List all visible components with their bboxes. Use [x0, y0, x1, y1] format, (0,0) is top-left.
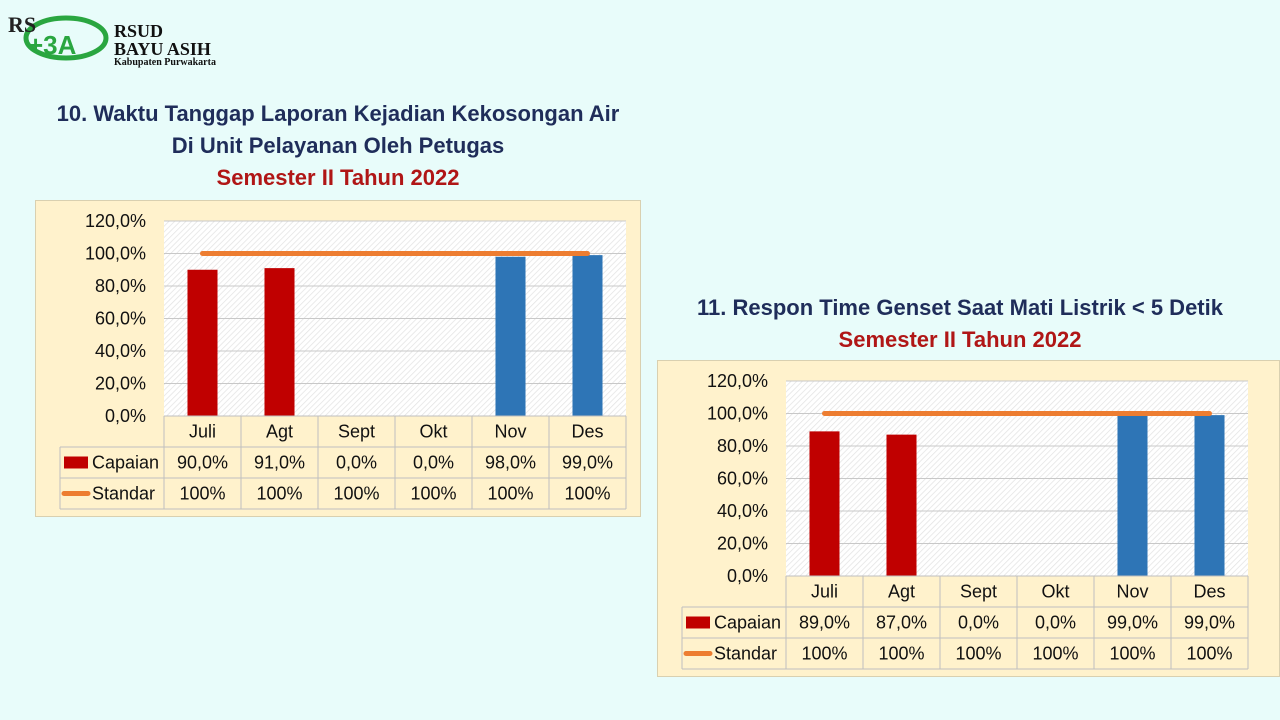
chart-2-bar [809, 431, 840, 576]
chart-2-y-tick-label: 0,0% [727, 566, 768, 586]
chart-1-data-label-capaian: 98,0% [485, 453, 536, 473]
chart-2-y-tick-label: 120,0% [707, 371, 768, 391]
chart-1-data-label-standar: 100% [333, 484, 379, 504]
chart-1-x-tick-label: Nov [494, 422, 526, 442]
chart-2-y-tick-label: 20,0% [717, 534, 768, 554]
chart-2-x-tick-label: Okt [1041, 582, 1069, 602]
chart-1-x-tick-label: Agt [266, 422, 293, 442]
hospital-logo: RS +3A RSUD BAYU ASIH Kabupaten Purwakar… [6, 10, 246, 68]
chart-2-y-tick-label: 60,0% [717, 469, 768, 489]
chart-1-data-label-capaian: 99,0% [562, 453, 613, 473]
chart-1-data-label-capaian: 0,0% [336, 453, 377, 473]
chart-2-data-label-standar: 100% [1186, 644, 1232, 664]
chart-1-bar [495, 256, 526, 416]
chart-1-y-tick-label: 120,0% [85, 211, 146, 231]
chart-2-subtitle: Semester II Tahun 2022 [838, 327, 1082, 352]
chart-1-bar [264, 268, 295, 416]
chart-1-x-tick-label: Sept [338, 422, 375, 442]
chart-2-data-label-capaian: 0,0% [958, 613, 999, 633]
chart-2-data-label-standar: 100% [801, 644, 847, 664]
chart-1-data-label-standar: 100% [179, 484, 225, 504]
chart-2-x-tick-label: Nov [1116, 582, 1148, 602]
chart-1-bar [572, 255, 603, 416]
chart-2-data-label-standar: 100% [1032, 644, 1078, 664]
logo-line2: BAYU ASIH [114, 39, 211, 59]
chart-2-panel: 0,0% 20,0% 40,0% 60,0% 80,0% 100,0% 120,0% Juli… [657, 360, 1280, 677]
chart-1-bar [187, 269, 218, 416]
chart-1-title: 10. Waktu Tanggap Laporan Kejadian Kekos… [30, 98, 646, 194]
chart-2-y-tick-label: 40,0% [717, 501, 768, 521]
logo-line3: Kabupaten Purwakarta [114, 57, 216, 68]
chart-2-title-line1: 11. Respon Time Genset Saat Mati Listrik… [697, 295, 1223, 320]
chart-1-legend-standar: Standar [92, 484, 155, 504]
chart-2-bar [886, 434, 917, 576]
chart-1-data-label-standar: 100% [410, 484, 456, 504]
chart-2-legend-key-capaian [686, 616, 710, 629]
chart-1-y-tick-label: 80,0% [95, 276, 146, 296]
chart-2-x-tick-label: Des [1193, 582, 1225, 602]
chart-2-title: 11. Respon Time Genset Saat Mati Listrik… [660, 292, 1260, 356]
chart-2-data-label-capaian: 0,0% [1035, 613, 1076, 633]
chart-2-data-label-capaian: 89,0% [799, 613, 850, 633]
chart-1-title-line1: 10. Waktu Tanggap Laporan Kejadian Kekos… [56, 101, 620, 126]
chart-2-y-tick-label: 80,0% [717, 436, 768, 456]
chart-1-data-label-capaian: 91,0% [254, 453, 305, 473]
svg-text:+3A: +3A [28, 30, 77, 60]
chart-1-data-label-capaian: 90,0% [177, 453, 228, 473]
chart-1-y-tick-label: 0,0% [105, 406, 146, 426]
chart-2-data-label-capaian: 99,0% [1184, 613, 1235, 633]
chart-1-panel: 0,0% 20,0% 40,0% 60,0% 80,0% 100,0% 120,0% Juli… [35, 200, 641, 517]
chart-1-x-tick-label: Okt [419, 422, 447, 442]
chart-1-y-tick-label: 40,0% [95, 341, 146, 361]
chart-2-y-tick-label: 100,0% [707, 404, 768, 424]
chart-1-x-tick-label: Juli [189, 422, 216, 442]
chart-1-x-tick-label: Des [571, 422, 603, 442]
chart-2-bar [1117, 415, 1148, 576]
chart-2-data-label-capaian: 99,0% [1107, 613, 1158, 633]
chart-1-data-label-capaian: 0,0% [413, 453, 454, 473]
chart-2-x-tick-label: Sept [960, 582, 997, 602]
logo-text: RSUD BAYU ASIH Kabupaten Purwakarta [114, 22, 216, 68]
chart-1-title-line2: Di Unit Pelayanan Oleh Petugas [171, 133, 505, 158]
chart-2-svg: 0,0% 20,0% 40,0% 60,0% 80,0% 100,0% 120,0% Juli… [681, 371, 1249, 670]
chart-2-bar [1194, 415, 1225, 576]
rs3a-logo-icon: RS +3A [8, 12, 109, 61]
chart-2-x-tick-label: Agt [888, 582, 915, 602]
chart-2-data-label-standar: 100% [955, 644, 1001, 664]
chart-1-subtitle: Semester II Tahun 2022 [216, 165, 460, 190]
chart-1-svg: 0,0% 20,0% 40,0% 60,0% 80,0% 100,0% 120,0% Juli… [59, 211, 627, 510]
chart-1-data-label-standar: 100% [256, 484, 302, 504]
chart-2-legend-standar: Standar [714, 644, 777, 664]
chart-1-legend-capaian: Capaian [92, 453, 159, 473]
chart-1-y-tick-label: 100,0% [85, 244, 146, 264]
chart-1-legend-key-capaian [64, 456, 88, 469]
chart-1-y-tick-label: 20,0% [95, 374, 146, 394]
chart-1-data-label-standar: 100% [487, 484, 533, 504]
chart-1-y-tick-label: 60,0% [95, 309, 146, 329]
chart-2-x-tick-label: Juli [811, 582, 838, 602]
chart-2-data-label-standar: 100% [878, 644, 924, 664]
svg-text:RS: RS [8, 12, 36, 37]
chart-2-data-label-standar: 100% [1109, 644, 1155, 664]
chart-2-data-label-capaian: 87,0% [876, 613, 927, 633]
chart-2-legend-capaian: Capaian [714, 613, 781, 633]
logo-line1: RSUD [114, 21, 164, 41]
chart-1-data-label-standar: 100% [564, 484, 610, 504]
